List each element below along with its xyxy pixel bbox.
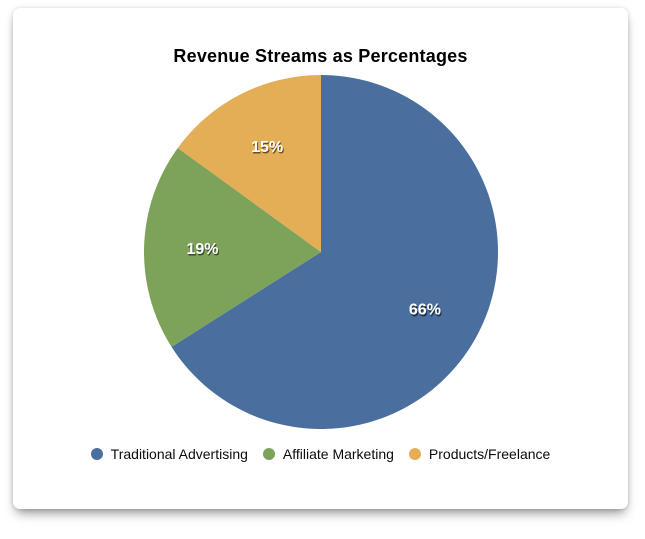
pie-slice-1: [144, 147, 321, 347]
legend-marker-icon: [408, 448, 421, 460]
pie-slice-label-0: 66%: [409, 302, 441, 319]
legend-item-2: Products/Freelance: [408, 446, 551, 462]
legend: Traditional Advertising Affiliate Marketi…: [13, 446, 628, 462]
pie-slice-label-2: 15%: [252, 141, 284, 158]
pie-slice-label-0: 66%: [410, 303, 442, 320]
pie-slice-2: [177, 75, 321, 252]
pie-slice-0: [171, 75, 498, 429]
pie-slice-label-2: 15%: [251, 139, 283, 156]
pie-slice-label-1: 19%: [187, 242, 219, 259]
legend-marker-icon: [262, 448, 275, 460]
pie-slice-label-1: 19%: [186, 241, 218, 258]
legend-item-1: Affiliate Marketing: [262, 446, 394, 462]
chart-title: Revenue Streams as Percentages: [173, 46, 468, 66]
chart-card: Revenue Streams as Percentages 66% 66% 19%…: [13, 8, 628, 509]
legend-label: Affiliate Marketing: [282, 446, 394, 462]
legend-label: Products/Freelance: [428, 446, 551, 462]
pie-chart: 66%66%19%19%15%15%: [144, 75, 498, 429]
legend-label: Traditional Advertising: [110, 446, 248, 462]
legend-marker-icon: [90, 448, 103, 460]
legend-item-0: Traditional Advertising: [90, 446, 248, 462]
